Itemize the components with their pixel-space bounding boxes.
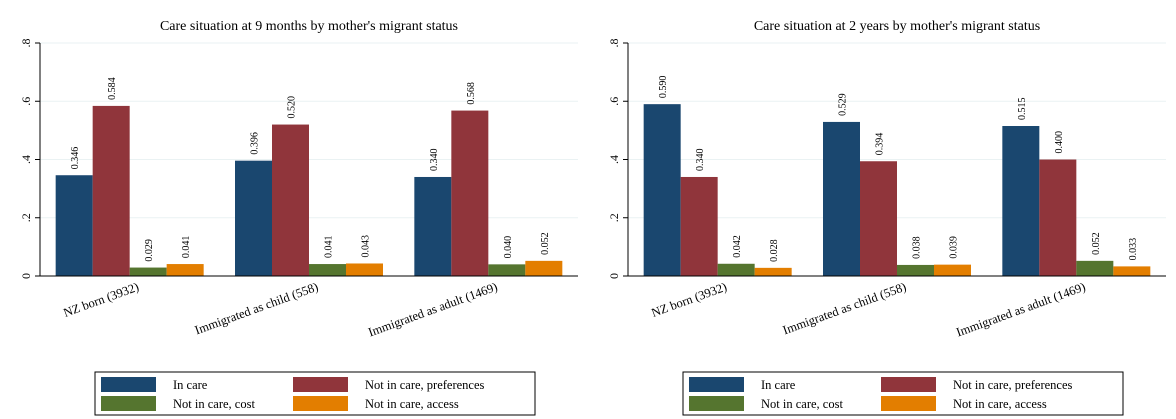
chart-panel-9-months: Care situation at 9 months by mother's m… — [19, 19, 578, 416]
legend-label: Not in care, preferences — [365, 378, 485, 392]
x-category-label: Immigrated as adult (1469) — [366, 280, 499, 340]
bar — [525, 260, 563, 276]
bar-value-label: 0.400 — [1054, 131, 1065, 154]
y-tick-label: .4 — [607, 155, 621, 164]
bar — [1113, 266, 1151, 276]
legend-swatch — [689, 396, 744, 411]
bar — [643, 104, 681, 276]
bar-value-label: 0.520 — [287, 96, 298, 119]
bar-chart-2-years: Care situation at 2 years by mother's mi… — [607, 19, 1166, 416]
bar — [451, 110, 489, 276]
bar — [1039, 159, 1077, 276]
legend-label: Not in care, access — [365, 397, 459, 411]
legend-label: Not in care, cost — [173, 397, 255, 411]
bar — [129, 267, 167, 276]
legend-label: Not in care, access — [953, 397, 1047, 411]
bar — [680, 176, 718, 276]
bar-value-label: 0.394 — [875, 133, 886, 156]
bar — [92, 105, 130, 276]
bar-chart-9-months: Care situation at 9 months by mother's m… — [19, 19, 578, 416]
y-tick-label: .2 — [19, 213, 33, 222]
bar-value-label: 0.568 — [466, 82, 477, 105]
chart-title: Care situation at 9 months by mother's m… — [160, 19, 458, 34]
bar — [754, 267, 792, 276]
bar — [1002, 126, 1040, 276]
bar — [717, 263, 755, 276]
bar-value-label: 0.033 — [1128, 238, 1139, 261]
bar — [235, 160, 272, 276]
y-tick-label: .4 — [19, 155, 33, 164]
bar-value-label: 0.043 — [361, 235, 372, 258]
bar-value-label: 0.052 — [540, 232, 551, 255]
bar-value-label: 0.042 — [732, 235, 743, 258]
y-tick-label: .6 — [607, 97, 621, 106]
y-tick-label: .8 — [607, 39, 621, 48]
bar — [55, 175, 93, 276]
legend-swatch — [881, 377, 936, 392]
bar-value-label: 0.041 — [181, 236, 192, 259]
bar — [1076, 260, 1114, 276]
y-tick-label: .2 — [607, 213, 621, 222]
chart-title: Care situation at 2 years by mother's mi… — [754, 19, 1040, 34]
bar-value-label: 0.590 — [658, 76, 669, 99]
bar — [934, 264, 971, 276]
bar-value-label: 0.529 — [838, 93, 849, 116]
legend-swatch — [293, 396, 348, 411]
bar — [346, 263, 383, 276]
bar-value-label: 0.039 — [949, 236, 960, 259]
y-tick-label: 0 — [607, 273, 621, 279]
bar — [272, 124, 309, 276]
bar-value-label: 0.029 — [144, 239, 155, 262]
legend-swatch — [293, 377, 348, 392]
bar — [823, 121, 860, 277]
legend-label: In care — [761, 378, 796, 392]
legend-swatch — [689, 377, 744, 392]
x-category-label: NZ born (3932) — [650, 280, 729, 320]
legend-swatch — [881, 396, 936, 411]
legend-swatch — [101, 377, 156, 392]
x-category-label: Immigrated as adult (1469) — [954, 280, 1087, 340]
bar — [414, 176, 452, 276]
y-tick-label: 0 — [19, 273, 33, 279]
bar — [309, 264, 346, 276]
bar-value-label: 0.038 — [912, 236, 923, 259]
x-category-label: Immigrated as child (558) — [781, 280, 908, 338]
chart-panel-2-years: Care situation at 2 years by mother's mi… — [588, 0, 1176, 419]
legend-label: Not in care, cost — [761, 397, 843, 411]
bar — [860, 161, 897, 276]
bar-value-label: 0.340 — [695, 148, 706, 171]
bar-value-label: 0.340 — [429, 148, 440, 171]
x-category-label: NZ born (3932) — [62, 280, 141, 320]
bar-value-label: 0.584 — [107, 77, 118, 99]
bar — [166, 264, 204, 276]
bar-value-label: 0.515 — [1017, 98, 1028, 121]
legend-label: Not in care, preferences — [953, 378, 1073, 392]
bar-value-label: 0.052 — [1091, 232, 1102, 255]
x-category-label: Immigrated as child (558) — [193, 280, 320, 338]
bar — [488, 264, 526, 276]
bar-value-label: 0.040 — [503, 236, 514, 259]
legend-swatch — [101, 396, 156, 411]
y-tick-label: .6 — [19, 97, 33, 106]
bar-value-label: 0.041 — [324, 236, 335, 259]
y-tick-label: .8 — [19, 39, 33, 48]
bar — [897, 264, 934, 276]
legend-label: In care — [173, 378, 208, 392]
bar-value-label: 0.396 — [250, 132, 261, 155]
bar-value-label: 0.028 — [769, 239, 780, 262]
bar-value-label: 0.346 — [70, 147, 81, 170]
